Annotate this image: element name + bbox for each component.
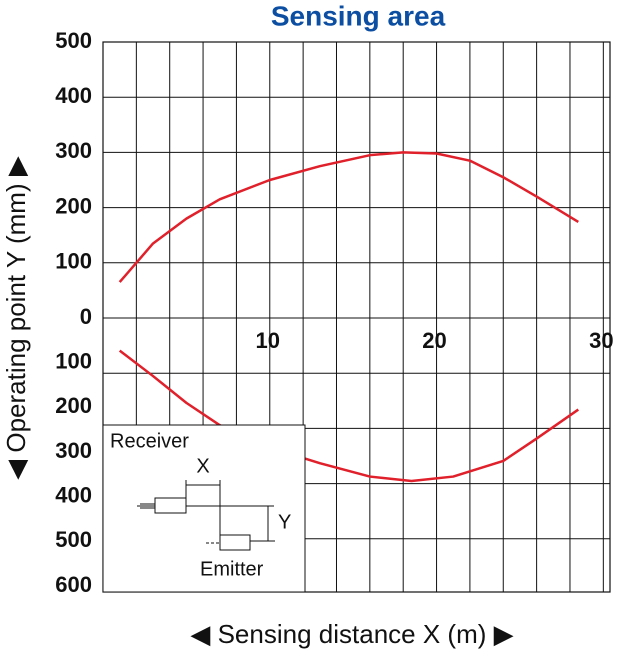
y-tick-label: 500 bbox=[55, 28, 92, 53]
curve bbox=[118, 349, 580, 483]
inset: Receiver X Y Emitter bbox=[102, 424, 306, 593]
y-tick-label: 400 bbox=[55, 482, 92, 507]
inset-diagram bbox=[137, 480, 275, 551]
y-tick-label: 100 bbox=[55, 249, 92, 274]
x-dim-label: X bbox=[196, 455, 209, 477]
y-tick-label: 600 bbox=[55, 572, 92, 597]
y-tick-label: 200 bbox=[55, 393, 92, 418]
x-tick-label: 30 bbox=[589, 328, 613, 353]
y-dim-label: Y bbox=[278, 511, 291, 533]
y-tick-label: 400 bbox=[55, 83, 92, 108]
y-tick-label: 300 bbox=[55, 138, 92, 163]
emitter-label: Emitter bbox=[200, 558, 264, 580]
chart-title: Sensing area bbox=[271, 0, 446, 31]
y-tick-label: 300 bbox=[55, 438, 92, 463]
x-tick-label: 20 bbox=[422, 328, 446, 353]
y-tick-label: 0 bbox=[80, 304, 92, 329]
curves bbox=[118, 151, 580, 483]
y-tick-label: 200 bbox=[55, 193, 92, 218]
inset-box bbox=[102, 424, 306, 593]
receiver-label: Receiver bbox=[110, 430, 189, 452]
y-tick-label: 500 bbox=[55, 527, 92, 552]
y-axis-label: ◀ Operating point Y (mm) ▶ bbox=[1, 156, 31, 480]
x-axis-label: ◀ Sensing distance X (m) ▶ bbox=[190, 619, 513, 649]
y-tick-label: 100 bbox=[55, 348, 92, 373]
x-tick-label: 10 bbox=[256, 328, 280, 353]
curve bbox=[118, 151, 579, 283]
